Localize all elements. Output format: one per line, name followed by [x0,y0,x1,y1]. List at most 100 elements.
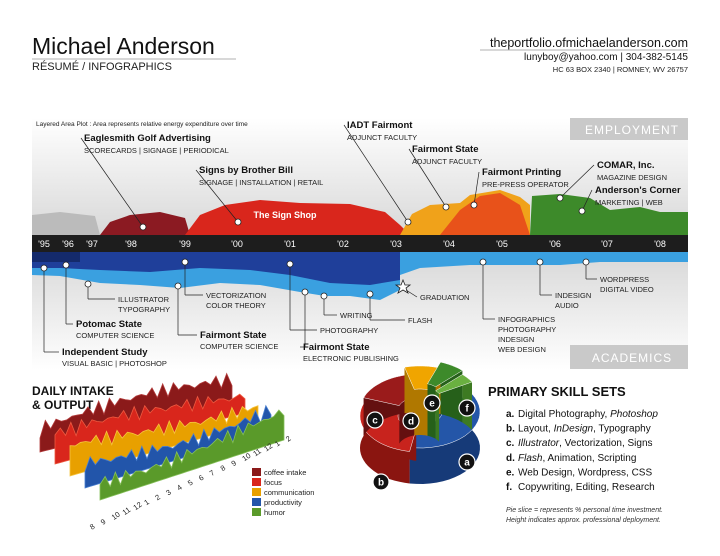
job-subtitle: MAGAZINE DESIGN [597,173,667,182]
job-subtitle: SIGNAGE | INSTALLATION | RETAIL [199,178,323,187]
edu-title: Potomac State [76,319,142,330]
job-subtitle: PRE-PRESS OPERATOR [482,180,569,189]
leader-line [405,289,418,298]
note: Layered Area Plot : Area represents rela… [36,121,248,128]
slice-badge [372,473,390,491]
year-label: '00 [231,239,243,249]
skill-part: InDesign [554,424,594,435]
slice-badge [366,411,384,429]
skill-text: Illustrator, Vectorization, Signs [518,438,653,449]
edu-line: FLASH [408,316,432,325]
edu-line: PHOTOGRAPHY [498,325,556,334]
academics-tab [570,345,688,369]
employment-tab [570,118,688,140]
year-label: '99 [179,239,191,249]
subtitle: RÉSUMÉ / INFOGRAPHICS [32,60,172,73]
daily-title: DAILY INTAKE [32,384,114,398]
website: theportfolio.ofmichaelanderson.com [490,36,688,50]
slice-letter: a [464,458,470,469]
slice-badge [423,394,441,412]
edu-line: AUDIO [555,301,579,310]
edu-title: Fairmont State [303,342,370,353]
legend-swatch [252,488,261,496]
edu-line: COMPUTER SCIENCE [76,331,154,340]
marker-dot [556,194,564,202]
legend-swatch [252,508,261,516]
hour-label: 2 [284,434,293,444]
year-label: '07 [601,239,613,249]
hour-label: 1 [273,439,282,449]
marker-dot [404,218,412,226]
edu-title: Independent Study [62,347,148,358]
marker-dot [442,203,450,211]
edu-line: PHOTOGRAPHY [320,326,378,335]
area [32,252,400,285]
legend-label: communication [264,488,314,497]
area [100,212,190,235]
area [440,193,530,235]
leader-line [343,124,409,223]
year-label: '97 [86,239,98,249]
slice-letter: f [465,404,469,415]
area [185,200,410,235]
job-title: Anderson's Corner [595,185,681,196]
hour-label: 10 [110,510,122,522]
skills-title: PRIMARY SKILL SETS [488,384,626,399]
skill-text: Copywriting, Editing, Research [518,482,655,493]
year-label: '02 [337,239,349,249]
job-title: Fairmont State [412,144,479,155]
skill-letter: c. [506,438,515,449]
marker-dot [181,258,189,266]
marker-dot [84,280,92,288]
footnote: Pie slice = represents % personal time i… [506,507,663,514]
hour-label: 2 [153,493,162,503]
hour-label: 3 [164,488,173,498]
academics-label: ACADEMICS [592,351,672,365]
hour-label: 7 [208,468,217,478]
marker-dot [174,282,182,290]
daily-chart: coffee intakefocuscommunicationproductiv… [39,372,314,532]
legend-label: productivity [264,498,302,507]
edu-line: COMPUTER SCIENCE [200,342,278,351]
hour-label: 1 [142,497,151,507]
skill-part: Copywriting, Editing, Research [518,482,655,493]
marker-dot [582,258,590,266]
leader-line [408,148,447,208]
legend-label: coffee intake [264,468,306,477]
job-title: The Sign Shop [254,210,317,220]
year-label: '95 [38,239,50,249]
skill-part: Photoshop [610,409,658,420]
job-subtitle: ADJUNCT FACULTY [412,157,482,166]
job-subtitle: MARKETING | WEB [595,198,663,207]
contact: lunyboy@yahoo.com | 304-382-5145 [524,52,688,63]
skill-letter: e. [506,467,515,478]
hour-label: 9 [230,458,239,468]
edu-title: Fairmont State [200,330,267,341]
skill-text: Digital Photography, Photoshop [518,409,658,420]
marker-dot [479,258,487,266]
hour-label: 6 [197,473,206,483]
hour-label: 8 [88,522,97,532]
skill-letter: d. [506,453,515,464]
job-subtitle: SCORECARDS | SIGNAGE | PERIODICAL [84,146,229,155]
marker-dot [470,201,478,209]
skill-text: Flash, Animation, Scripting [518,453,636,464]
job-subtitle: ADJUNCT FACULTY [347,133,417,142]
donut-side [414,389,428,436]
edu-line: VISUAL BASIC | PHOTOSHOP [62,359,167,368]
year-label: '03 [390,239,402,249]
skill-letter: b. [506,424,515,435]
daily-title: & OUTPUT [32,398,94,412]
hour-label: 5 [186,478,195,488]
edu-line: DIGITAL VIDEO [600,285,654,294]
ribbon [84,404,272,489]
hour-label: 9 [99,517,108,527]
donut-side [360,403,410,484]
slice-letter: b [378,478,384,489]
area [530,194,688,235]
year-bar [32,235,688,252]
slice-letter: c [372,416,378,427]
footnote: Height indicates approx. professional de… [506,517,661,524]
leader-line [473,171,480,206]
